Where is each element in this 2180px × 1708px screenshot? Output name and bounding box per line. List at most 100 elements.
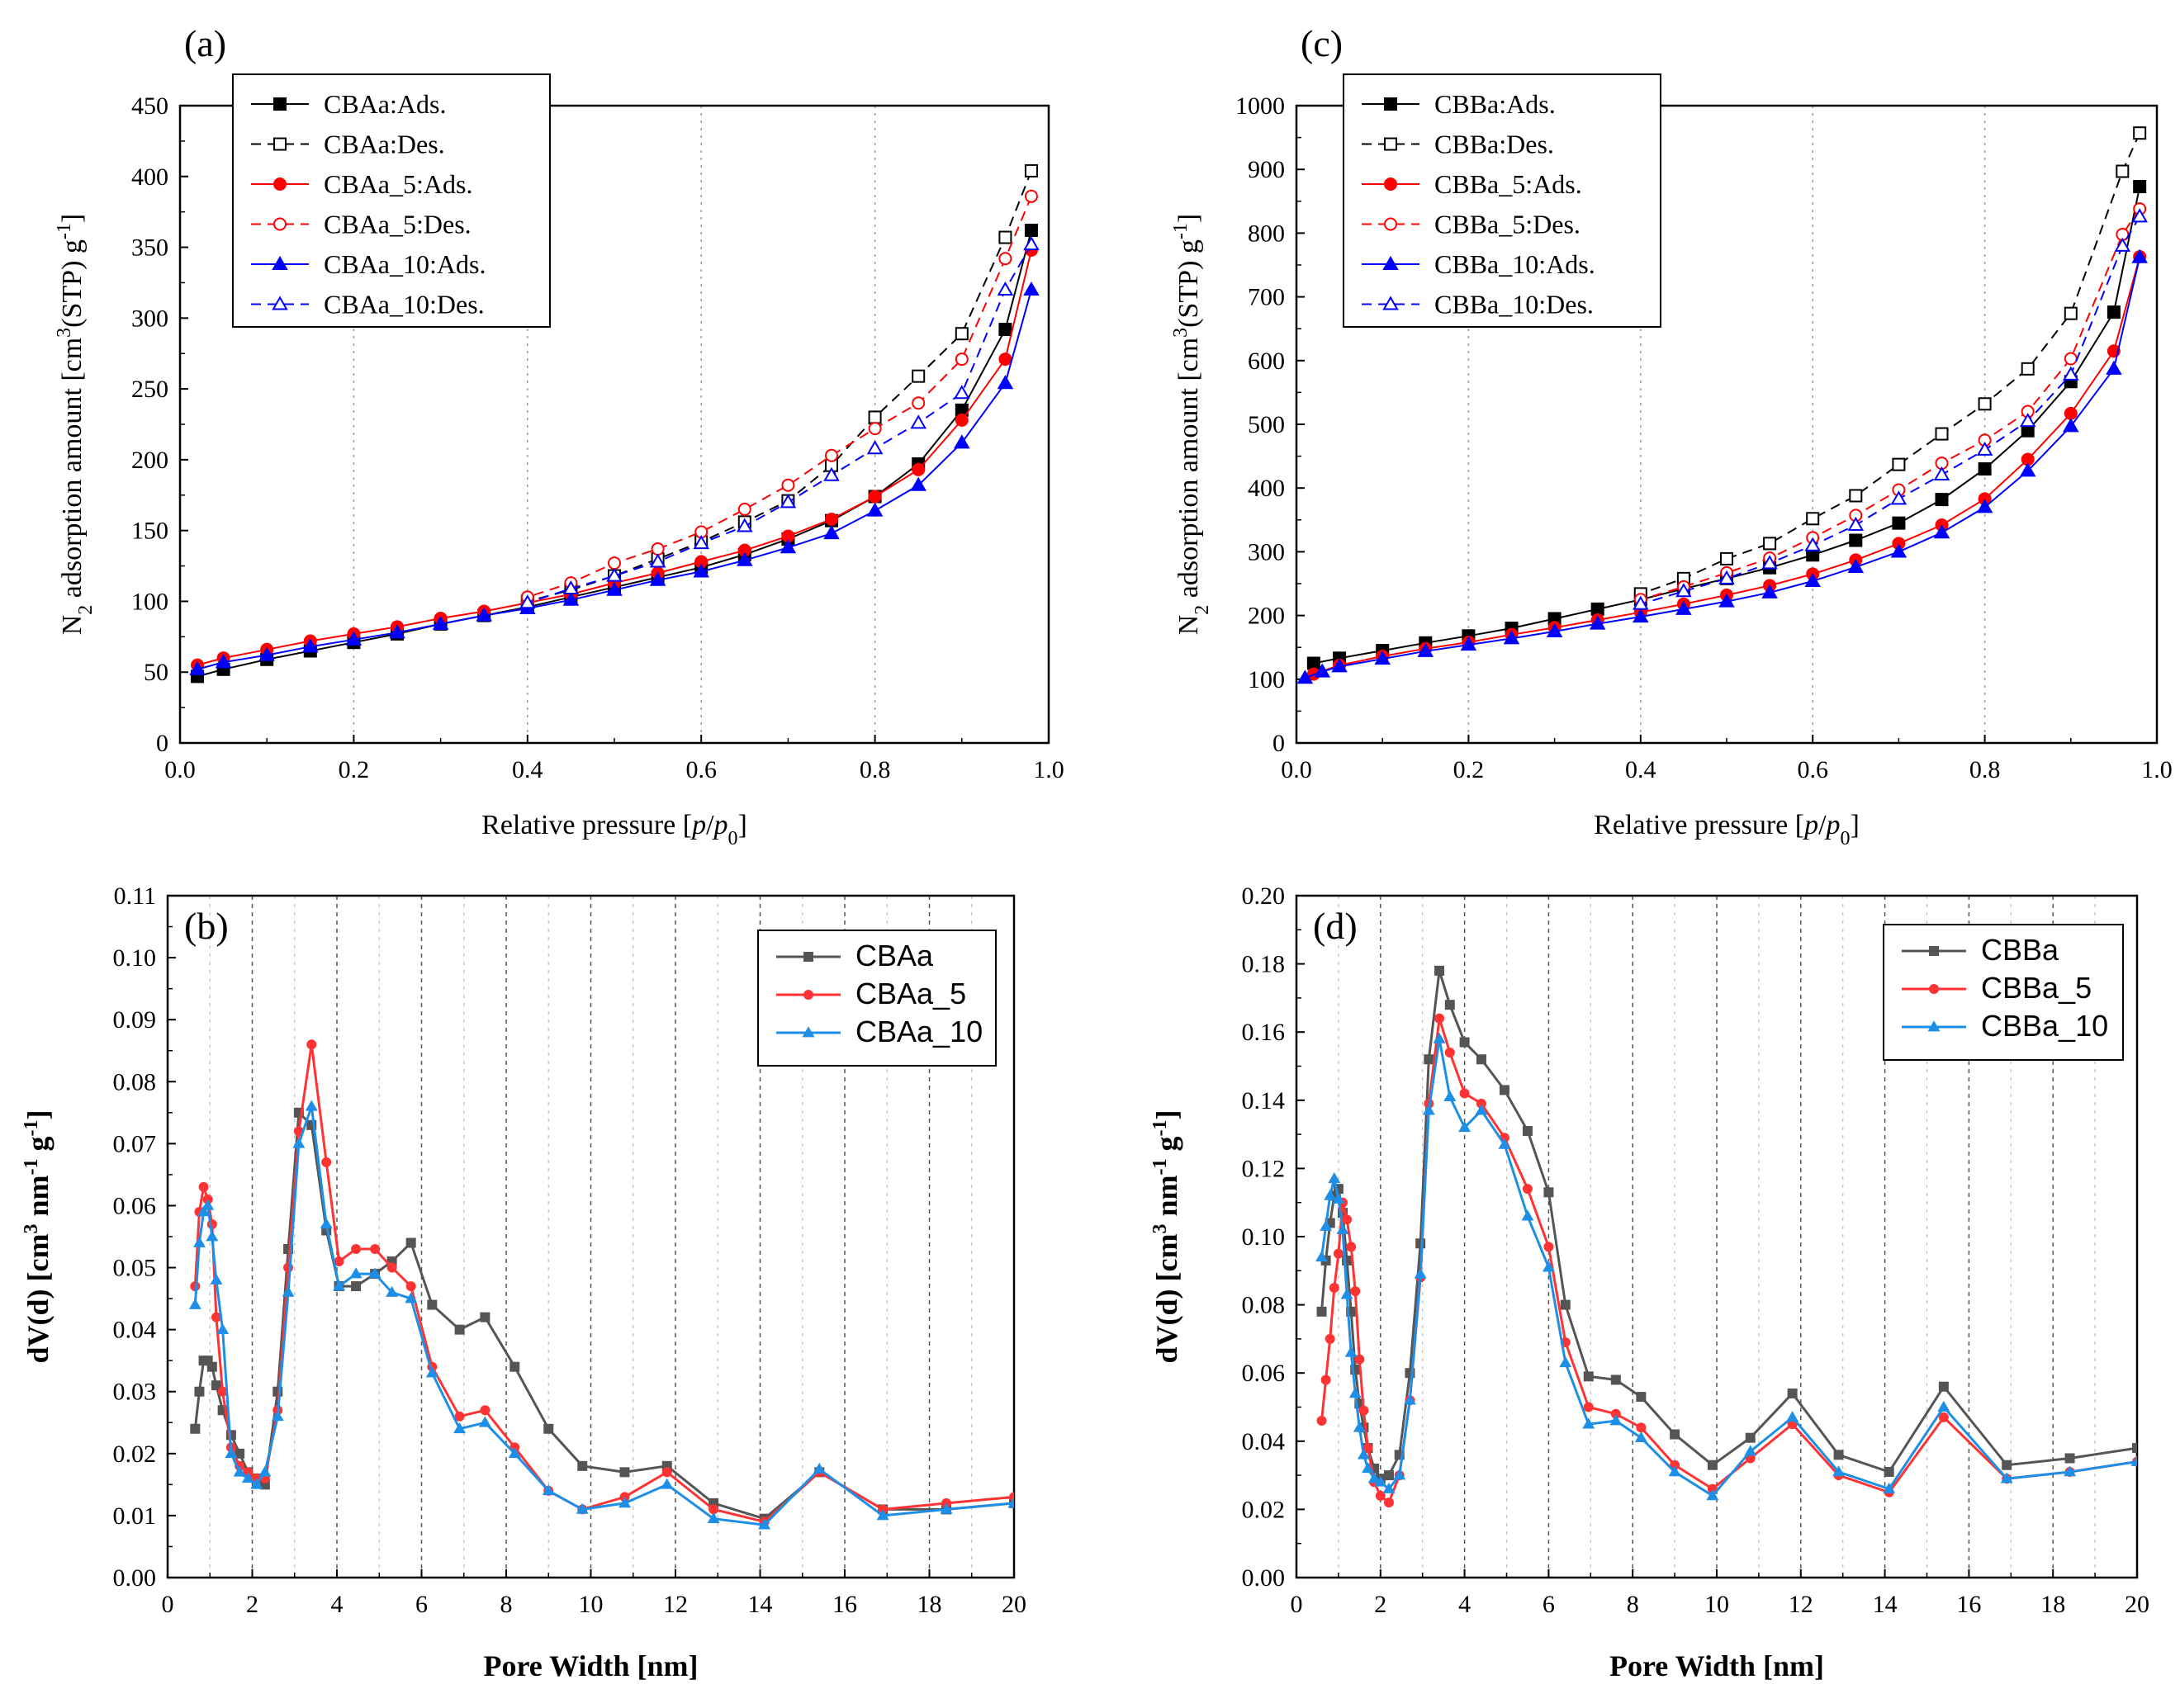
data-point bbox=[320, 1218, 333, 1229]
data-point bbox=[1804, 572, 1821, 587]
legend-label: CBBa_10 bbox=[1981, 1009, 2108, 1043]
data-point bbox=[661, 1467, 672, 1478]
legend-label: CBBa:Des. bbox=[1434, 130, 1554, 159]
data-point bbox=[1938, 1412, 1949, 1422]
data-point bbox=[2064, 352, 2078, 366]
data-point bbox=[292, 1137, 306, 1148]
data-point bbox=[2132, 1443, 2137, 1454]
data-point bbox=[998, 352, 1012, 367]
data-point bbox=[2064, 306, 2078, 320]
data-point bbox=[1938, 1381, 1949, 1392]
data-point bbox=[997, 281, 1014, 296]
x-title-subscript: 0 bbox=[728, 828, 738, 849]
data-point bbox=[1633, 608, 1649, 623]
y-axis-title: dV(d) [cm3 nm-1 g-1] bbox=[1149, 1110, 1183, 1364]
data-point bbox=[1375, 1490, 1386, 1501]
series-group bbox=[189, 163, 1040, 684]
data-point bbox=[1342, 1214, 1353, 1225]
data-point bbox=[1344, 1346, 1358, 1357]
data-point bbox=[1978, 462, 1992, 476]
data-point bbox=[1890, 490, 1908, 505]
legend-marker bbox=[1384, 137, 1397, 151]
data-point bbox=[998, 252, 1012, 266]
data-point bbox=[998, 323, 1012, 337]
x-tick-label: 0.4 bbox=[1625, 756, 1656, 783]
data-point bbox=[2131, 248, 2148, 263]
data-point bbox=[1583, 1371, 1594, 1382]
data-point bbox=[562, 580, 580, 595]
legend-label: CBAa_10:Ads. bbox=[324, 249, 486, 279]
data-point bbox=[1459, 1088, 1470, 1099]
legend-marker bbox=[273, 217, 287, 231]
data-point bbox=[1583, 1402, 1594, 1412]
data-point bbox=[606, 567, 623, 582]
data-point bbox=[345, 631, 363, 646]
data-point bbox=[1350, 1286, 1361, 1297]
data-point bbox=[649, 553, 666, 568]
data-point bbox=[509, 1361, 520, 1372]
data-point bbox=[519, 594, 536, 609]
data-point bbox=[608, 556, 621, 570]
data-point bbox=[480, 1312, 490, 1322]
data-point bbox=[454, 1324, 465, 1335]
data-point bbox=[912, 369, 926, 383]
data-point bbox=[1367, 1472, 1381, 1483]
data-point bbox=[866, 440, 884, 455]
y-tick-label: 0.09 bbox=[113, 1006, 157, 1034]
legend-label: CBBa_5:Ads. bbox=[1434, 169, 1582, 199]
data-point bbox=[1935, 493, 1949, 507]
data-point bbox=[2063, 366, 2079, 381]
y-tick-label: 0.11 bbox=[114, 882, 156, 910]
data-point bbox=[1434, 965, 1445, 976]
y-title-part: (STP) g bbox=[57, 239, 88, 328]
legend-marker bbox=[1382, 296, 1399, 310]
data-point bbox=[349, 1267, 363, 1279]
data-point bbox=[1718, 593, 1735, 608]
x-tick-label: 12 bbox=[1789, 1591, 1813, 1618]
x-tick-label: 8 bbox=[1627, 1591, 1639, 1618]
legend: CBAa CBAa_5 CBAa_10 bbox=[757, 930, 997, 1067]
data-point bbox=[368, 1267, 382, 1279]
data-point bbox=[1636, 1392, 1647, 1403]
data-point bbox=[1499, 1085, 1509, 1095]
series-line-cbaa-5 bbox=[193, 1043, 1014, 1524]
data-point bbox=[954, 385, 970, 400]
data-point bbox=[2019, 413, 2036, 428]
y-title-part: nm bbox=[1150, 1175, 1183, 1223]
data-point bbox=[1443, 1090, 1457, 1101]
panel-b-pore-distribution-chart: 0.00 0.01 0.02 0.03 0.04 0.05 0.06 0.07 0.08 0.09… bbox=[21, 882, 1026, 1682]
series-line-cbaa-des- bbox=[527, 170, 1032, 603]
data-point bbox=[480, 1405, 490, 1416]
data-point bbox=[1333, 1248, 1344, 1259]
data-point bbox=[693, 563, 709, 578]
x-tick-label: 18 bbox=[2040, 1591, 2065, 1618]
data-point bbox=[1434, 1013, 1445, 1024]
data-point bbox=[333, 1280, 346, 1291]
y-title-superscript: -1 bbox=[1149, 1159, 1171, 1176]
legend-label: CBBa:Ads. bbox=[1434, 89, 1556, 119]
series-group bbox=[1315, 965, 2137, 1508]
data-point bbox=[192, 1236, 206, 1247]
data-point bbox=[2002, 1460, 2012, 1470]
data-point bbox=[1543, 1187, 1554, 1198]
y-tick-label: 200 bbox=[1248, 603, 1285, 630]
y-title-superscript: 3 bbox=[54, 328, 75, 338]
data-point bbox=[1316, 1306, 1327, 1317]
data-point bbox=[1414, 1267, 1427, 1279]
data-point bbox=[389, 624, 405, 639]
data-point bbox=[649, 571, 666, 586]
y-tick-label: 0.01 bbox=[113, 1502, 157, 1530]
data-point bbox=[651, 542, 665, 556]
series-line-cbba-10-des- bbox=[1640, 215, 2141, 605]
data-point bbox=[334, 1256, 344, 1267]
data-point bbox=[1718, 570, 1735, 584]
y-tick-label: 100 bbox=[131, 588, 168, 615]
y-tick-label: 0.00 bbox=[1242, 1564, 1286, 1592]
y-tick-label: 200 bbox=[131, 447, 168, 474]
x-tick-label: 16 bbox=[832, 1591, 857, 1618]
data-point bbox=[1786, 1411, 1799, 1422]
legend-label: CBAa_10:Des. bbox=[324, 290, 485, 319]
x-axis-title: Relative pressure [p/p0] bbox=[1594, 810, 1860, 849]
data-point bbox=[1706, 1489, 1719, 1501]
data-point bbox=[1314, 663, 1331, 678]
